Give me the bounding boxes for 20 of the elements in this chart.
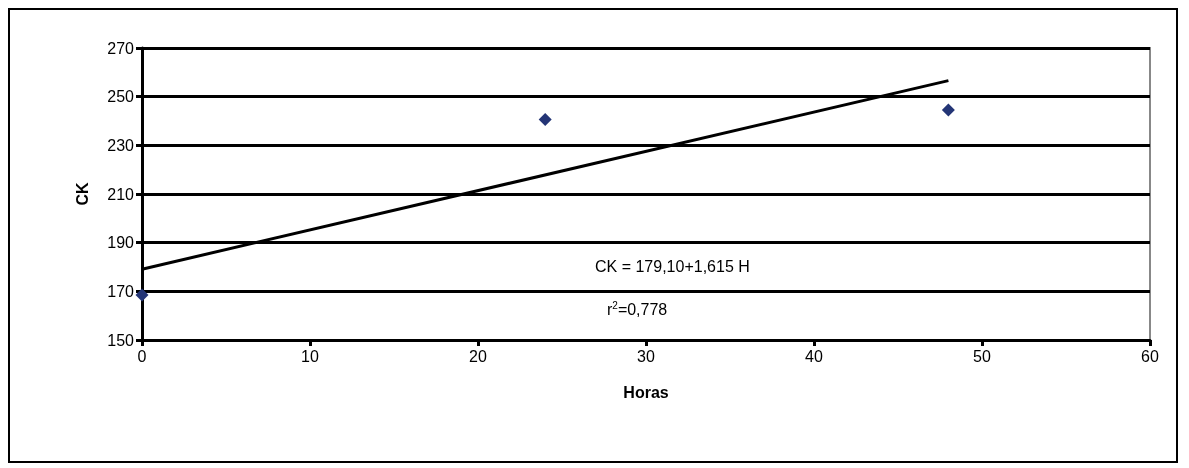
point xyxy=(538,113,552,127)
annotation: CK = 179,10+1,615 H xyxy=(595,257,750,275)
x-axis-title: Horas xyxy=(623,383,669,401)
x-tick-label: 10 xyxy=(301,347,319,365)
y-tick-label: 210 xyxy=(107,185,135,203)
point xyxy=(941,103,955,117)
y-axis-title: CK xyxy=(73,182,91,206)
y-tick-label: 270 xyxy=(107,39,135,57)
point xyxy=(135,288,149,302)
y-tick-label: 150 xyxy=(107,331,135,349)
x-tick-label: 0 xyxy=(137,347,147,365)
x-tick-label: 40 xyxy=(805,347,823,365)
x-tick-label: 50 xyxy=(973,347,991,365)
x-tick-label: 20 xyxy=(469,347,487,365)
y-tick-label: 190 xyxy=(107,234,135,252)
y-tick-label: 250 xyxy=(107,88,135,106)
y-tick-label: 230 xyxy=(107,136,135,154)
x-tick-label: 30 xyxy=(637,347,655,365)
y-tick-label: 170 xyxy=(107,282,135,300)
x-tick-label: 60 xyxy=(1141,347,1159,365)
